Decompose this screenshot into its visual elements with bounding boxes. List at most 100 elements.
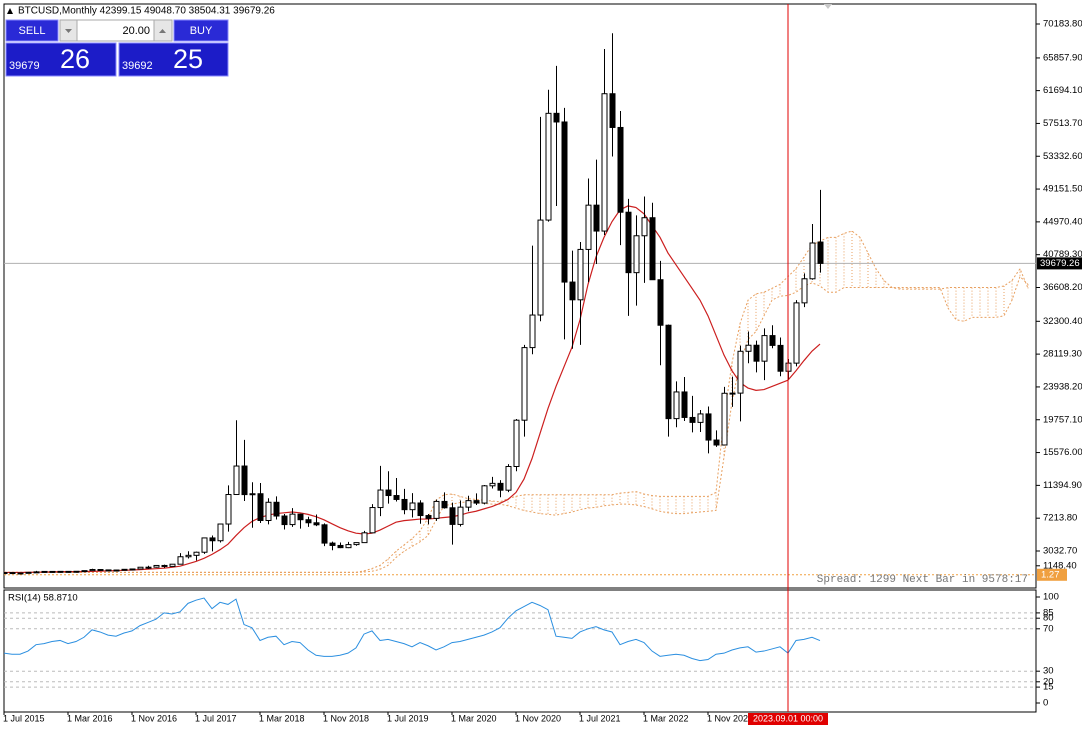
candle-body (393, 495, 400, 500)
candle-body (353, 542, 360, 546)
y-tick-label: 32300.40 (1043, 316, 1082, 327)
candle-body (169, 563, 176, 567)
y-tick-label: 49151.50 (1043, 184, 1082, 195)
candle-body (377, 489, 384, 509)
moving-average (4, 205, 821, 574)
candle-body (521, 347, 528, 421)
y-tick-label: 57513.70 (1043, 118, 1082, 129)
candle-body (217, 523, 224, 542)
x-tick-label: 1 Jul 2017 (195, 713, 237, 723)
candle-body (705, 413, 712, 441)
rsi-tick-label: 30 (1043, 666, 1054, 677)
header: BTCUSD,Monthly 42399.15 49048.70 38504.3… (18, 6, 275, 17)
rsi-tick-label: 80 (1043, 613, 1054, 624)
candle-body (649, 217, 656, 281)
sell-price-major: 39679 (9, 60, 40, 72)
cursor-label-box (748, 713, 828, 725)
y-tick-label: 70183.80 (1043, 19, 1082, 30)
y-tick-label: 44970.40 (1043, 216, 1082, 227)
y-tick-label: 11394.90 (1043, 480, 1082, 491)
level-label: 1.27 (1041, 569, 1060, 580)
candle-body (369, 507, 376, 534)
candle-body (585, 204, 592, 250)
candle-body (297, 513, 304, 521)
candle-body (17, 572, 24, 575)
rsi-tick-label: 70 (1043, 623, 1054, 634)
candle-body (601, 93, 608, 232)
candle-body (801, 278, 808, 304)
candle-body (121, 568, 128, 571)
candle-body (105, 569, 112, 572)
x-tick-label: 1 Mar 2016 (67, 713, 113, 723)
candle-body (193, 551, 200, 556)
candle-body (593, 204, 600, 232)
candle-body (209, 537, 216, 542)
candle-body (761, 335, 768, 362)
candle-body (177, 556, 184, 565)
candle-body (489, 482, 496, 487)
candle-body (529, 314, 536, 349)
candle-body (665, 324, 672, 420)
y-tick-label: 1148.40 (1043, 560, 1077, 571)
sell-button[interactable] (5, 19, 59, 42)
candle-body (25, 571, 32, 574)
rsi-line (4, 597, 821, 662)
x-tick-label: 1 Jul 2021 (579, 713, 621, 723)
buy-price-minor: 25 (173, 44, 203, 74)
candle-body (457, 506, 464, 525)
candle-body (513, 419, 520, 467)
y-tick-label: 23938.20 (1043, 381, 1082, 392)
candle-body (97, 569, 104, 572)
candle-body (281, 515, 288, 526)
candle-body (417, 502, 424, 517)
buy-label: BUY (190, 25, 213, 37)
candle-body (449, 507, 456, 525)
y-tick-label: 15576.00 (1043, 447, 1082, 458)
candle-body (569, 281, 576, 301)
x-tick-label: 1 Mar 2020 (451, 713, 497, 723)
y-tick-label: 19757.10 (1043, 414, 1082, 425)
candle-body (313, 522, 320, 526)
y-tick-label: 40789.30 (1043, 249, 1082, 260)
candle-body (409, 502, 416, 511)
up-arrow (159, 29, 166, 33)
main-plot (4, 33, 1036, 576)
x-tick-label: 1 Nov 2020 (515, 713, 561, 723)
candle-body (81, 570, 88, 573)
candle-body (385, 489, 392, 497)
y-tick-label: 65857.90 (1043, 52, 1082, 63)
candle-body (689, 416, 696, 423)
candle-body (577, 248, 584, 301)
y-tick-label: 36608.20 (1043, 282, 1082, 293)
candle-body (4, 572, 8, 575)
candle-body (33, 571, 40, 574)
x-tick-label: 1 Mar 2022 (643, 713, 689, 723)
candle-body (737, 350, 744, 394)
candle-body (129, 568, 136, 571)
x-tick-label: 1 Nov 2022 (707, 713, 753, 723)
y-tick-label: 28119.30 (1043, 349, 1082, 360)
buy-button[interactable] (173, 19, 229, 42)
candle-body (817, 241, 824, 264)
candle-body (145, 566, 152, 569)
candle-body (617, 126, 624, 213)
candle-body (537, 219, 544, 316)
candle-body (793, 302, 800, 364)
candle-body (553, 112, 560, 123)
header-icon (7, 8, 13, 14)
candle-body (337, 544, 344, 549)
rsi-title: RSI(14) 58.8710 (8, 593, 78, 604)
candle-body (473, 500, 480, 504)
candle-body (153, 564, 160, 568)
rsi-tick-label: 100 (1043, 592, 1059, 603)
candle-body (441, 500, 448, 509)
buy-price-box[interactable] (118, 42, 229, 77)
rsi-tick-label: 85 (1043, 607, 1054, 618)
candle-body (89, 569, 96, 572)
axes: 70183.80 65857.90 61694.10 57513.70 53332.60… (3, 19, 1082, 724)
sell-price-box[interactable] (5, 42, 117, 77)
x-tick-label: 1 Nov 2016 (131, 713, 177, 723)
candle-body (777, 344, 784, 372)
sell-label: SELL (19, 25, 46, 37)
